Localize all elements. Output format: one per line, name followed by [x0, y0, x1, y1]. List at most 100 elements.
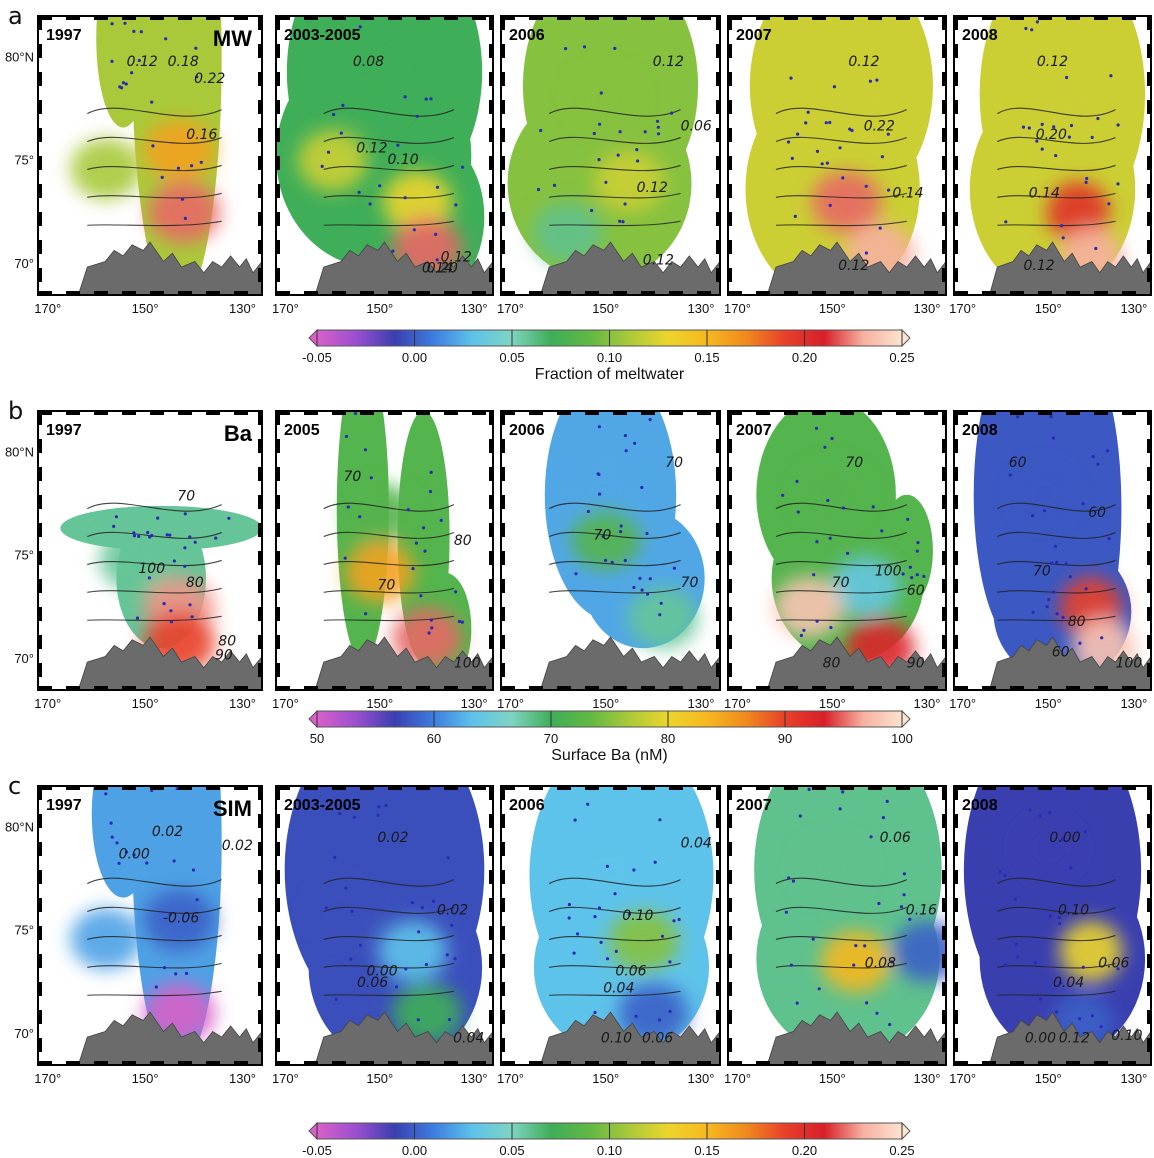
station-point	[824, 121, 828, 125]
station-point	[658, 1018, 662, 1022]
station-point	[419, 594, 423, 598]
longitude-tick: 170°	[497, 301, 524, 316]
station-point	[424, 962, 428, 967]
variable-label: Ba	[224, 421, 253, 446]
map-title: 2003-2005	[284, 27, 361, 44]
station-point	[885, 799, 889, 804]
station-point	[338, 811, 342, 816]
contour-line	[997, 164, 1116, 172]
colorbar-tick: 100	[891, 731, 913, 746]
station-point	[1058, 921, 1062, 926]
station-point	[915, 573, 919, 577]
station-point	[1116, 967, 1120, 971]
station-point	[132, 853, 136, 857]
station-point	[634, 1014, 638, 1019]
station-point	[1008, 473, 1012, 477]
station-point	[815, 149, 820, 153]
longitude-tick: 150°	[1035, 696, 1062, 711]
station-point	[460, 620, 464, 624]
contour-line	[323, 502, 455, 512]
station-point	[1091, 454, 1095, 459]
contour-label: 0.12	[653, 54, 684, 70]
map-frame	[275, 15, 494, 296]
contour-label: 0.06	[1098, 955, 1129, 971]
station-point	[1064, 562, 1068, 566]
contour-label: 0.10	[1058, 902, 1089, 918]
station-point	[1069, 866, 1073, 870]
station-point	[124, 82, 128, 86]
station-point	[829, 625, 833, 630]
latitude-tick: 75°	[14, 548, 34, 563]
map-frame	[275, 410, 494, 691]
station-point	[1078, 641, 1082, 645]
colorbar-max-arrow	[901, 1121, 911, 1141]
colorbar-tick: 0.20	[792, 350, 817, 365]
contour-label: 100	[1116, 656, 1143, 672]
station-point	[618, 130, 622, 134]
station-point	[908, 565, 913, 569]
station-point	[145, 861, 149, 865]
station-point	[1016, 415, 1020, 419]
map-frame	[727, 15, 947, 296]
contour-line	[997, 192, 1116, 199]
station-point	[190, 164, 194, 168]
station-point	[435, 185, 440, 189]
station-point	[1069, 123, 1074, 128]
station-point	[880, 529, 884, 533]
station-point	[135, 616, 140, 620]
contour-label: 0.06	[642, 1031, 673, 1047]
colorbar-tick: -0.05	[302, 350, 332, 365]
station-point	[1043, 509, 1047, 513]
station-point	[825, 161, 830, 165]
station-point	[910, 576, 914, 580]
contour-line	[323, 615, 455, 622]
longitude-tick: 130°	[461, 301, 488, 316]
station-point	[832, 85, 837, 89]
colorbar-max-arrow	[901, 709, 911, 729]
station-point	[1031, 514, 1035, 518]
longitude-tick: 130°	[688, 1071, 715, 1086]
map-title: 1997	[46, 27, 82, 44]
station-point	[902, 872, 907, 876]
station-point	[1084, 180, 1088, 184]
station-point	[191, 868, 196, 872]
station-point	[828, 203, 832, 207]
station-point	[358, 943, 363, 947]
contour-line	[87, 220, 222, 227]
station-point	[169, 609, 173, 613]
contour-line	[87, 502, 222, 512]
latitude-tick: 70°	[14, 256, 34, 271]
station-point	[200, 732, 203, 735]
contour-line	[549, 220, 681, 227]
station-point	[346, 505, 350, 509]
station-point	[148, 535, 152, 539]
contour-line	[997, 962, 1116, 969]
contour-label: 0.14	[422, 261, 453, 277]
contour-label: 0.12	[1024, 258, 1055, 274]
colorbar-tick: 70	[544, 731, 558, 746]
map-b-3: 70 70 60 100 80 90 2007 170° 150° 130°	[724, 410, 947, 711]
station-point	[787, 876, 791, 880]
station-point	[828, 120, 832, 125]
longitude-tick: 170°	[497, 1071, 524, 1086]
station-point	[183, 546, 187, 550]
contour-line	[775, 220, 907, 227]
station-point	[132, 29, 136, 33]
panel-letter: b	[8, 397, 23, 425]
station-point	[868, 79, 873, 83]
contour-line	[997, 531, 1116, 539]
field-blob	[811, 171, 882, 233]
field-blob	[70, 908, 143, 970]
station-point	[1040, 147, 1044, 151]
station-point	[567, 902, 572, 907]
longitude-tick: 130°	[461, 1071, 488, 1086]
contour-label: 0.06	[880, 830, 911, 846]
longitude-tick: 150°	[592, 1071, 619, 1086]
contour-line	[997, 615, 1116, 622]
station-point	[677, 917, 681, 922]
station-point	[601, 534, 605, 539]
coastline-land	[314, 1011, 493, 1065]
